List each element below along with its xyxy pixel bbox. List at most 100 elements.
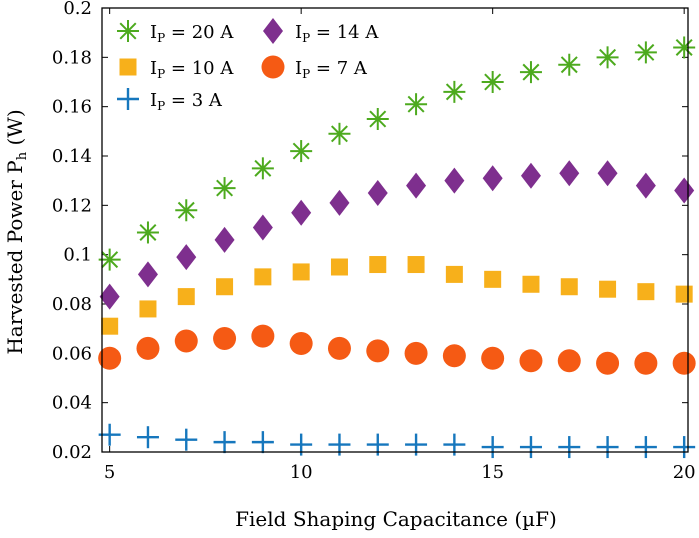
data-point [329, 189, 350, 216]
legend-label: IP = 14 A [295, 22, 379, 45]
series-diamond [99, 160, 695, 310]
data-point [444, 167, 465, 194]
data-point [596, 351, 620, 375]
data-point [634, 41, 657, 64]
data-point [98, 346, 122, 370]
data-point [328, 122, 351, 145]
legend-entry: IP = 14 A [263, 18, 379, 45]
y-axis-label-main: Harvested Power P [3, 160, 27, 354]
y-tick-labels: 0.02 0.04 0.06 0.08 0.1 0.12 0.14 0.16 0.18 0.2 [52, 0, 92, 463]
data-point [251, 157, 274, 180]
legend-label-main: I [150, 90, 157, 111]
legend-label-value: = 10 A [165, 58, 234, 79]
data-point [560, 278, 578, 296]
data-point [599, 280, 617, 298]
legend-marker [263, 18, 283, 44]
axes-box [101, 7, 689, 453]
data-point [137, 261, 158, 288]
data-point [136, 221, 159, 244]
data-point [214, 226, 235, 253]
legend: IP = 20 A IP = 14 AIP = 10 A IP = 7 AIP = … [117, 18, 379, 113]
data-point [482, 165, 503, 192]
data-point [177, 288, 195, 306]
legend-label-value: = 14 A [310, 22, 379, 43]
legend-entry: IP = 10 A [119, 58, 234, 81]
data-point [213, 431, 236, 454]
y-tick-label: 0.18 [52, 47, 92, 68]
data-point [596, 436, 619, 459]
data-point [367, 180, 388, 206]
x-axis-label-text: Field Shaping Capacitance (µF) [235, 507, 557, 531]
data-point [519, 349, 543, 373]
legend-marker [117, 20, 139, 42]
legend-label-sub: P [302, 67, 310, 81]
data-point [213, 327, 237, 351]
data-point [176, 244, 197, 271]
legend-label-main: I [295, 22, 302, 43]
data-point [99, 283, 120, 310]
data-point [101, 317, 119, 335]
legend-label: IP = 10 A [150, 58, 234, 81]
y-tick-label: 0.08 [52, 294, 92, 315]
y-axis-label: Harvested Power Ph (W) [3, 109, 30, 354]
x-tick-label: 10 [290, 462, 313, 483]
legend-label-main: I [150, 22, 157, 43]
x-axis-label: Field Shaping Capacitance (µF) [235, 507, 557, 531]
data-point [673, 36, 696, 59]
data-marks [98, 36, 696, 459]
data-point [175, 428, 198, 451]
data-point [597, 160, 618, 187]
x-tick-label: 15 [481, 462, 504, 483]
data-point [174, 329, 198, 353]
data-point [634, 436, 657, 459]
data-point [637, 283, 655, 301]
data-point [404, 341, 428, 365]
data-point [406, 172, 427, 199]
data-point [481, 436, 504, 459]
data-point [369, 256, 387, 274]
data-point [175, 199, 198, 222]
data-point [136, 426, 159, 449]
legend-label-main: I [295, 58, 302, 79]
data-point [674, 177, 695, 204]
data-point [251, 324, 275, 348]
data-point [520, 162, 541, 189]
x-tick-label: 20 [673, 462, 696, 483]
legend-label-value: = 20 A [165, 22, 234, 43]
y-tick-label: 0.1 [63, 245, 92, 266]
data-point [405, 93, 428, 116]
series-circle [98, 324, 696, 375]
legend-entry: IP = 20 A [117, 20, 234, 45]
legend-label: IP = 20 A [150, 22, 234, 45]
data-point [251, 431, 274, 454]
series-square [101, 256, 693, 335]
data-point [330, 258, 348, 276]
legend-label-main: I [150, 58, 157, 79]
data-point [290, 140, 313, 163]
legend-marker [261, 55, 285, 79]
y-tick-label: 0.2 [63, 0, 92, 19]
legend-label-sub: P [157, 31, 165, 45]
series-plus [98, 423, 696, 459]
data-point [445, 265, 463, 283]
data-point [443, 80, 466, 103]
y-tick-label: 0.12 [52, 195, 92, 216]
y-axis-label-unit: (W) [3, 109, 27, 152]
data-point [407, 256, 425, 274]
legend-label-value: = 3 A [165, 90, 223, 111]
legend-label: IP = 3 A [150, 90, 223, 113]
y-axis-label-sub: h [15, 151, 30, 160]
legend-label-value: = 7 A [310, 58, 368, 79]
data-point [292, 263, 310, 281]
legend-marker [119, 58, 137, 76]
legend-label-sub: P [157, 99, 165, 113]
data-point [136, 336, 160, 360]
data-point [635, 172, 656, 199]
y-tick-label: 0.16 [52, 97, 92, 118]
data-point [481, 71, 504, 93]
data-point [558, 53, 581, 76]
data-point [596, 46, 619, 69]
legend-marker [117, 88, 139, 110]
